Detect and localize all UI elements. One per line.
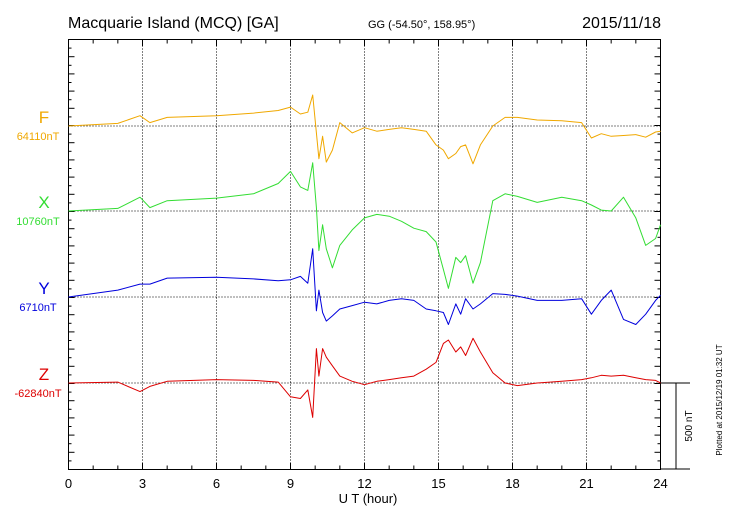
scale-bar: 500 nT bbox=[661, 382, 695, 470]
x-tick-label: 24 bbox=[653, 476, 667, 491]
series-baseline-y: 6710nT bbox=[19, 302, 57, 314]
x-tick-label: 3 bbox=[139, 476, 146, 491]
series-baseline-x: 10760nT bbox=[16, 216, 60, 228]
series-line-y bbox=[68, 248, 661, 325]
station-coordinates: GG (-54.50°, 158.95°) bbox=[368, 19, 475, 31]
series-name-y: Y bbox=[38, 279, 49, 298]
x-tick-label: 6 bbox=[213, 476, 220, 491]
plotted-timestamp: Plotted at 2015/12/19 01:32 UT bbox=[715, 344, 724, 455]
axis-ticks bbox=[68, 39, 661, 470]
series-line-z bbox=[68, 337, 661, 418]
x-tick-labels: 0 3 6 9 12 15 18 21 24 bbox=[65, 476, 668, 491]
x-axis-title: U T (hour) bbox=[339, 491, 398, 506]
series-baseline-f: 64110nT bbox=[17, 131, 60, 143]
series-line-x bbox=[68, 162, 661, 289]
series-baseline-z: -62840nT bbox=[14, 388, 61, 400]
scale-bar-label: 500 nT bbox=[684, 410, 695, 441]
series-labels: F 64110nT X 10760nT Y 6710nT Z -62840nT bbox=[14, 108, 61, 400]
station-title: Macquarie Island (MCQ) [GA] bbox=[68, 15, 279, 32]
x-tick-label: 12 bbox=[357, 476, 371, 491]
plot-frame bbox=[68, 39, 661, 470]
series-line-f bbox=[68, 94, 661, 165]
chart-date: 2015/11/18 bbox=[582, 15, 661, 32]
series-name-z: Z bbox=[39, 365, 49, 384]
series-traces bbox=[68, 94, 661, 418]
x-tick-label: 9 bbox=[287, 476, 294, 491]
x-tick-label: 0 bbox=[65, 476, 72, 491]
x-tick-label: 15 bbox=[431, 476, 445, 491]
x-tick-label: 18 bbox=[505, 476, 519, 491]
series-name-f: F bbox=[39, 108, 49, 127]
series-name-x: X bbox=[38, 193, 49, 212]
x-tick-label: 21 bbox=[579, 476, 593, 491]
grid bbox=[68, 39, 661, 470]
